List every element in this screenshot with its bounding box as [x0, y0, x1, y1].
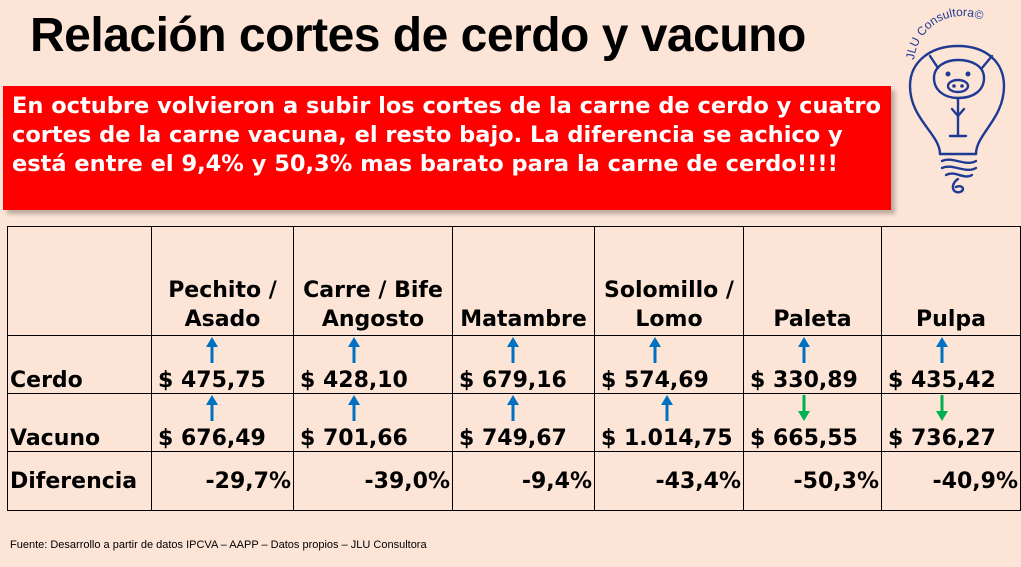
- price-value: $ 435,42: [888, 368, 996, 393]
- arrow-up-icon: [348, 337, 360, 363]
- price-cell: $ 676,49: [151, 393, 294, 452]
- price-cell: $ 330,89: [743, 335, 882, 394]
- price-cell: $ 435,42: [881, 335, 1021, 394]
- price-value: $ 1.014,75: [601, 426, 733, 451]
- price-value: $ 749,67: [459, 426, 567, 451]
- price-cell: $ 679,16: [452, 335, 595, 394]
- arrow-up-icon: [661, 395, 673, 421]
- pig-lightbulb-logo: JLU Consultora©: [903, 5, 1006, 194]
- arrow-up-icon: [206, 395, 218, 421]
- arrow-up-icon: [936, 337, 948, 363]
- arrow-down-icon: [798, 395, 810, 421]
- row-label: Cerdo: [7, 335, 152, 394]
- page-title: Relación cortes de cerdo y vacuno: [30, 9, 806, 62]
- summary-banner: En octubre volvieron a subir los cortes …: [3, 86, 891, 210]
- arrow-up-icon: [206, 337, 218, 363]
- price-cell: $ 428,10: [293, 335, 453, 394]
- header-row: Pechito / Asado Carre / Bife Angosto Mat…: [7, 226, 1021, 336]
- column-header: Carre / Bife Angosto: [293, 226, 453, 336]
- price-value: $ 701,66: [300, 426, 408, 451]
- price-cell: $ 736,27: [881, 393, 1021, 452]
- difference-cell: -29,7%: [151, 451, 294, 511]
- difference-cell: -39,0%: [293, 451, 453, 511]
- difference-cell: -43,4%: [594, 451, 744, 511]
- difference-cell: -40,9%: [881, 451, 1021, 511]
- column-header: Paleta: [743, 226, 882, 336]
- column-header: Pulpa: [881, 226, 1021, 336]
- table-row: Diferencia -29,7% -39,0% -9,4% -43,4% -5…: [7, 451, 1021, 511]
- price-cell: $ 574,69: [594, 335, 744, 394]
- table-row: Cerdo $ 475,75 $ 428,10 $ 679,16 $ 574,6…: [7, 335, 1021, 394]
- price-value: $ 679,16: [459, 368, 567, 393]
- price-value: $ 574,69: [601, 368, 709, 393]
- price-value: $ 330,89: [750, 368, 858, 393]
- price-value: $ 428,10: [300, 368, 408, 393]
- row-label: Vacuno: [7, 393, 152, 452]
- price-cell: $ 1.014,75: [594, 393, 744, 452]
- column-header: Matambre: [452, 226, 595, 336]
- logo-text: JLU Consultora©: [903, 5, 985, 61]
- svg-text:JLU Consultora©: JLU Consultora©: [903, 5, 985, 61]
- arrow-up-icon: [649, 337, 661, 363]
- arrow-up-icon: [798, 337, 810, 363]
- price-value: $ 676,49: [158, 426, 266, 451]
- arrow-down-icon: [936, 395, 948, 421]
- price-cell: $ 749,67: [452, 393, 595, 452]
- price-cell: $ 475,75: [151, 335, 294, 394]
- price-cell: $ 701,66: [293, 393, 453, 452]
- difference-cell: -50,3%: [743, 451, 882, 511]
- column-header: Pechito / Asado: [151, 226, 294, 336]
- corner-cell: [7, 226, 152, 336]
- column-header: Solomillo / Lomo: [594, 226, 744, 336]
- price-value: $ 736,27: [888, 426, 996, 451]
- arrow-up-icon: [507, 337, 519, 363]
- banner-text: En octubre volvieron a subir los cortes …: [12, 93, 881, 177]
- arrow-up-icon: [507, 395, 519, 421]
- price-table: Pechito / Asado Carre / Bife Angosto Mat…: [7, 226, 1021, 511]
- price-cell: $ 665,55: [743, 393, 882, 452]
- row-label: Diferencia: [7, 451, 152, 511]
- arrow-up-icon: [348, 395, 360, 421]
- source-note: Fuente: Desarrollo a partir de datos IPC…: [10, 539, 427, 551]
- difference-cell: -9,4%: [452, 451, 595, 511]
- table-row: Vacuno $ 676,49 $ 701,66 $ 749,67 $ 1.01…: [7, 393, 1021, 452]
- price-value: $ 475,75: [158, 368, 266, 393]
- price-value: $ 665,55: [750, 426, 858, 451]
